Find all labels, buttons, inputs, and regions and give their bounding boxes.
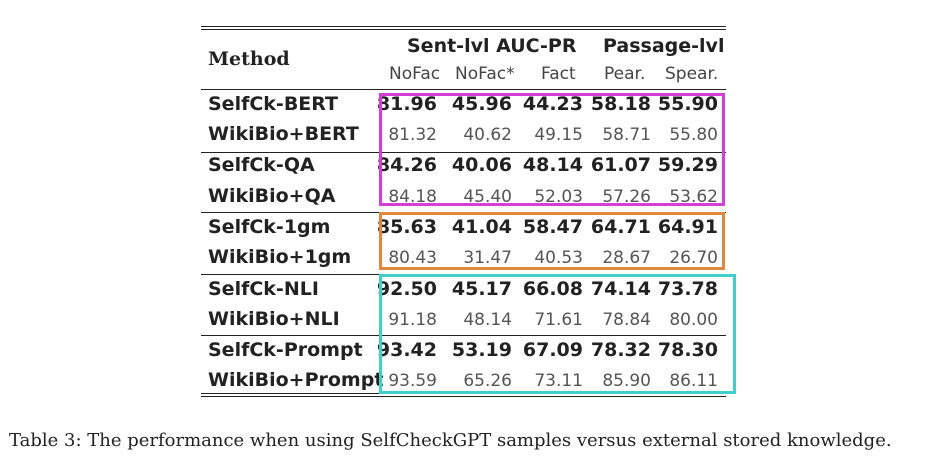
score-cell: 85.63 [376,216,437,238]
score-cell: 78.84 [602,310,651,330]
method-name: WikiBio+Prompt [208,369,384,391]
method-name: WikiBio+NLI [208,308,340,330]
sub-header-fact: Fact [541,64,576,84]
score-cell: 58.18 [590,93,651,115]
score-cell: 49.15 [534,125,583,145]
sub-header-spear: Spear. [665,64,719,84]
table-caption: Table 3: The performance when using Self… [9,430,892,451]
score-cell: 40.06 [451,154,512,176]
sub-header-nofac-star: NoFac* [455,64,515,84]
group-rule-1 [201,152,726,153]
group-header-passage: Passage-lvl [603,35,725,57]
method-name: SelfCk-BERT [208,93,339,115]
top-rule [201,26,726,27]
group-header-sent: Sent-lvl AUC-PR [407,35,577,57]
score-cell: 80.00 [669,310,718,330]
score-cell: 53.62 [669,187,718,207]
score-cell: 59.29 [657,154,718,176]
score-cell: 81.96 [376,93,437,115]
score-cell: 28.67 [602,248,651,268]
score-cell: 67.09 [522,339,583,361]
score-cell: 40.62 [463,125,512,145]
method-header: Method [208,48,290,70]
score-cell: 45.40 [463,187,512,207]
score-cell: 44.23 [522,93,583,115]
score-cell: 58.71 [602,125,651,145]
method-name: WikiBio+1gm [208,246,352,268]
score-cell: 93.59 [388,371,437,391]
method-name: SelfCk-NLI [208,278,319,300]
method-name: WikiBio+QA [208,185,336,207]
score-cell: 92.50 [376,278,437,300]
method-name: SelfCk-QA [208,154,315,176]
score-cell: 26.70 [669,248,718,268]
score-cell: 57.26 [602,187,651,207]
top-rule-inner [201,29,726,30]
sub-header-nofac: NoFac [389,64,441,84]
score-cell: 40.53 [534,248,583,268]
score-cell: 53.19 [451,339,512,361]
score-cell: 78.30 [657,339,718,361]
group-rule-4 [201,335,726,336]
bottom-rule-inner [201,396,726,397]
score-cell: 84.18 [388,187,437,207]
score-cell: 85.90 [602,371,651,391]
score-cell: 91.18 [388,310,437,330]
score-cell: 78.32 [590,339,651,361]
score-cell: 55.80 [669,125,718,145]
score-cell: 58.47 [522,216,583,238]
score-cell: 61.07 [590,154,651,176]
score-cell: 73.78 [657,278,718,300]
score-cell: 41.04 [451,216,512,238]
score-cell: 64.71 [590,216,651,238]
score-cell: 48.14 [522,154,583,176]
method-name: SelfCk-1gm [208,216,331,238]
score-cell: 84.26 [376,154,437,176]
method-name: WikiBio+BERT [208,123,359,145]
score-cell: 86.11 [669,371,718,391]
score-cell: 66.08 [522,278,583,300]
score-cell: 48.14 [463,310,512,330]
score-cell: 80.43 [388,248,437,268]
score-cell: 45.96 [451,93,512,115]
method-name: SelfCk-Prompt [208,339,363,361]
score-cell: 65.26 [463,371,512,391]
highlight-box-orange [379,212,725,270]
highlight-box-cyan [379,274,736,394]
score-cell: 31.47 [463,248,512,268]
score-cell: 73.11 [534,371,583,391]
score-cell: 52.03 [534,187,583,207]
score-cell: 45.17 [451,278,512,300]
score-cell: 93.42 [376,339,437,361]
sub-header-pear: Pear. [604,64,646,84]
score-cell: 55.90 [657,93,718,115]
score-cell: 64.91 [657,216,718,238]
score-cell: 71.61 [534,310,583,330]
highlight-box-magenta [379,93,725,206]
header-rule [201,89,726,90]
score-cell: 81.32 [388,125,437,145]
score-cell: 74.14 [590,278,651,300]
